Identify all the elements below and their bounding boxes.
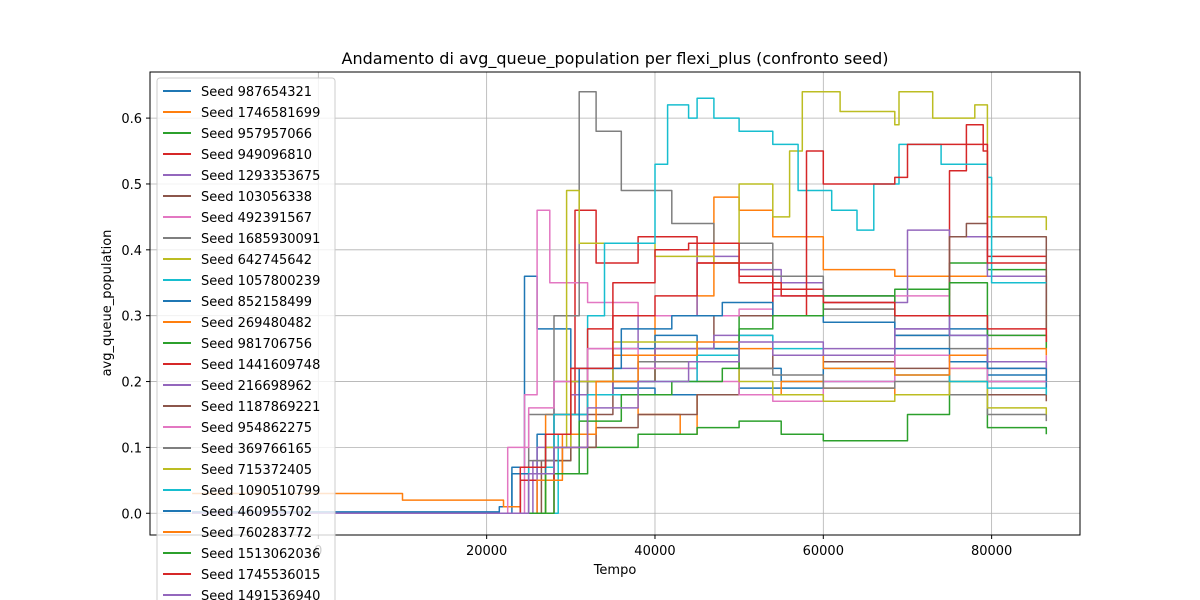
legend-entry: Seed 1441609748 (201, 358, 320, 373)
series-line-9 (192, 91, 1048, 515)
legend-entry: Seed 103056338 (201, 190, 312, 205)
legend-entry: Seed 954862275 (201, 421, 312, 436)
y-tick-label: 0.0 (121, 507, 142, 522)
x-tick-label: 60000 (803, 544, 844, 559)
legend-entry: Seed 715372405 (201, 463, 312, 478)
y-tick-label: 0.1 (121, 441, 142, 456)
legend-entry: Seed 1745536015 (201, 568, 320, 583)
y-tick-label: 0.5 (121, 178, 142, 193)
legend-box (156, 77, 336, 600)
legend-entry: Seed 981706756 (201, 337, 312, 352)
legend-entry: Seed 1057800239 (201, 274, 320, 289)
y-axis-label: avg_queue_population (100, 230, 115, 377)
series-line-13 (192, 393, 1048, 515)
legend-entry: Seed 949096810 (201, 148, 312, 163)
legend-entry: Seed 1293353675 (201, 169, 320, 184)
legend-entry: Seed 642745642 (201, 253, 312, 268)
series-line-25 (192, 328, 1048, 515)
legend-entry: Seed 1090510799 (201, 484, 320, 499)
legend: Seed 987654321 Seed 1746581699 Seed 957957… (156, 77, 336, 600)
chart-title: Andamento di avg_queue_population per fl… (342, 49, 889, 69)
legend-entry: Seed 460955702 (201, 505, 312, 520)
legend-entry: Seed 852158499 (201, 295, 312, 310)
legend-entry: Seed 1513062036 (201, 547, 320, 562)
legend-entry: Seed 216698962 (201, 379, 312, 394)
axes-frame (149, 71, 1081, 536)
y-tick-label: 0.2 (121, 376, 142, 391)
y-tick-label: 0.3 (121, 310, 142, 325)
legend-entry: Seed 1187869221 (201, 400, 320, 415)
y-axis-ticks: 0.0 0.1 0.2 0.3 0.4 0.5 0.6 (121, 112, 150, 522)
legend-entry: Seed 1746581699 (201, 106, 320, 121)
legend-entry: Seed 369766165 (201, 442, 312, 457)
legend-entry: Seed 957957066 (201, 127, 312, 142)
x-axis-label: Tempo (593, 563, 637, 578)
series-line-24 (192, 262, 1048, 515)
series-line-8 (192, 91, 1048, 515)
x-tick-label: 80000 (971, 544, 1012, 559)
legend-entry: Seed 269480482 (201, 316, 312, 331)
legend-entry: Seed 760283772 (201, 526, 312, 541)
x-tick-label: 20000 (466, 544, 507, 559)
legend-entry: Seed 1491536940 (201, 589, 320, 600)
legend-entry: Seed 1685930091 (201, 232, 320, 247)
x-axis-ticks: 020000400006000080000 (314, 535, 1012, 559)
x-tick-label: 40000 (634, 544, 675, 559)
y-tick-label: 0.4 (121, 244, 142, 259)
y-tick-label: 0.6 (121, 112, 142, 127)
legend-entry: Seed 987654321 (201, 85, 312, 100)
series-lines (192, 91, 1048, 515)
legend-entry: Seed 492391567 (201, 211, 312, 226)
